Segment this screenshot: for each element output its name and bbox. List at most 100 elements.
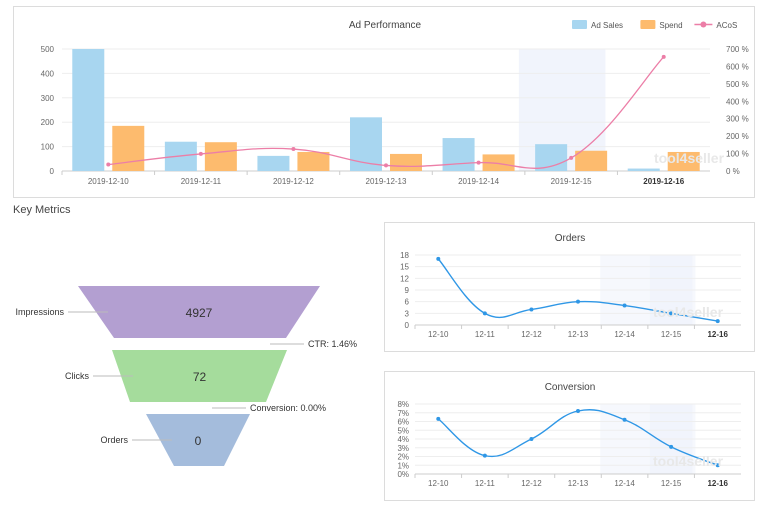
x-tick-label: 12-16 <box>707 479 728 488</box>
watermark-text: tool4seller <box>653 453 724 469</box>
orders-chart: Orders 0 3 6 9 12 15 18 12-10 12-11 12-12 12-13 12-1… <box>400 233 741 339</box>
watermark-text: tool4seller <box>654 150 725 166</box>
acos-point <box>569 155 574 160</box>
data-point <box>715 463 720 468</box>
x-tick-label: 2019-12-13 <box>366 177 407 186</box>
y-tick-label: 5% <box>397 426 409 435</box>
x-tick-label: 12-11 <box>475 330 495 339</box>
legend-swatch <box>572 20 587 29</box>
x-tick-label: 12-12 <box>521 330 542 339</box>
y-tick-label: 3 <box>405 309 410 318</box>
x-tick-label: 12-13 <box>568 330 589 339</box>
data-point <box>529 307 534 312</box>
y2-tick-label: 0 % <box>726 167 740 176</box>
y-tick-label: 1% <box>397 461 409 470</box>
ad-sales-bar <box>257 155 290 171</box>
chart-title: Orders <box>555 233 586 244</box>
legend-swatch <box>640 20 656 29</box>
data-point <box>669 311 674 316</box>
acos-point <box>291 147 296 152</box>
x-tick-label: 12-14 <box>614 330 635 339</box>
x-tick-label: 2019-12-10 <box>88 177 129 186</box>
legend-swatch-dot <box>700 21 707 28</box>
y2-tick-label: 500 % <box>726 80 749 89</box>
x-tick-label: 2019-12-15 <box>551 177 592 186</box>
spend-bar <box>482 154 515 171</box>
data-point <box>576 299 580 304</box>
x-tick-label: 2019-12-12 <box>273 177 314 186</box>
y2-tick-label: 400 % <box>726 97 749 106</box>
chart-title: Conversion <box>545 382 596 393</box>
funnel-rate-label: CTR: 1.46% <box>308 339 357 349</box>
y-tick-label: 100 <box>41 143 55 152</box>
data-point <box>436 256 441 261</box>
x-tick-label: 2019-12-16 <box>643 177 684 186</box>
spend-bar <box>575 150 608 171</box>
funnel-stage-label: Impressions <box>15 307 64 317</box>
orders-panel: Orders 0 3 6 9 12 15 18 12-10 12-11 12-12 12-13 12-1… <box>384 222 755 352</box>
data-point <box>482 311 487 316</box>
ad-performance-panel: Ad Performance 0 100 200 300 400 500 0 % 100 % 20… <box>13 6 755 198</box>
x-tick-label: 2019-12-11 <box>181 177 222 186</box>
conversion-chart: Conversion 0%1%2%3%4%5%6%7%8% 12-10 12-11 12… <box>397 382 741 488</box>
acos-point <box>106 162 111 167</box>
x-tick-label: 12-10 <box>428 479 449 488</box>
y-tick-label: 2% <box>397 453 409 462</box>
y-tick-label: 6 <box>405 298 410 307</box>
y2-tick-label: 200 % <box>726 132 749 141</box>
ad-sales-bar <box>442 138 475 171</box>
spend-bar <box>204 142 237 171</box>
y-tick-label: 12 <box>400 274 409 283</box>
y-tick-label: 0% <box>397 470 409 479</box>
data-point <box>669 444 674 449</box>
data-point <box>622 303 627 308</box>
spend-bar <box>390 153 422 171</box>
spend-bar <box>667 151 700 171</box>
y2-tick-label: 100 % <box>726 150 749 159</box>
data-point <box>482 453 487 458</box>
key-metrics-title: Key Metrics <box>13 204 71 216</box>
y-tick-label: 3% <box>397 444 409 453</box>
funnel-value: 0 <box>195 434 202 448</box>
x-tick-label: 12-13 <box>568 479 589 488</box>
x-tick-label: 12-10 <box>428 330 449 339</box>
data-point <box>715 319 720 324</box>
legend-label: Ad Sales <box>591 21 623 30</box>
x-tick-label: 12-15 <box>661 479 682 488</box>
funnel-value: 4927 <box>186 306 213 320</box>
x-tick-label: 12-14 <box>614 479 635 488</box>
legend-label: Spend <box>659 21 682 30</box>
funnel-stage-clicks <box>112 350 287 402</box>
ad-performance-chart: Ad Performance 0 100 200 300 400 500 0 % 100 % 20… <box>41 20 749 186</box>
y-tick-label: 4% <box>397 435 409 444</box>
y-tick-label: 18 <box>400 251 409 260</box>
acos-point <box>661 54 666 59</box>
x-tick-label: 2019-12-14 <box>458 177 499 186</box>
data-point <box>529 437 534 441</box>
funnel-stage-orders <box>146 414 250 466</box>
acos-point <box>476 160 481 165</box>
ad-sales-bar <box>350 117 382 171</box>
y2-tick-label: 600 % <box>726 62 749 71</box>
y-tick-label: 500 <box>41 45 55 54</box>
data-point <box>622 417 627 422</box>
y-tick-label: 0 <box>405 321 410 330</box>
ad-sales-bar <box>535 144 568 171</box>
funnel-value: 72 <box>193 370 207 384</box>
funnel-stage-label: Orders <box>100 435 128 445</box>
x-tick-label: 12-11 <box>475 479 495 488</box>
funnel-rate-label: Conversion: 0.00% <box>250 403 326 413</box>
x-tick-label: 12-12 <box>521 479 542 488</box>
x-tick-label: 12-15 <box>661 330 682 339</box>
acos-point <box>384 163 388 168</box>
y-tick-label: 6% <box>397 418 409 427</box>
data-point <box>576 409 580 413</box>
conversion-panel: Conversion 0% 1% 2% 3% 4% 5% 6% 7% 8% 12-10 12-11 12… <box>384 371 755 501</box>
y-tick-label: 8% <box>397 400 409 409</box>
legend-label: ACoS <box>716 21 737 30</box>
y-tick-label: 400 <box>41 69 55 78</box>
funnel-stage-label: Clicks <box>65 371 89 381</box>
key-metrics-funnel: 4927 Impressions 72 Clicks 0 Orders CTR: 1.46%… <box>0 222 384 518</box>
y-tick-label: 15 <box>400 263 409 272</box>
y-tick-label: 300 <box>41 94 55 103</box>
